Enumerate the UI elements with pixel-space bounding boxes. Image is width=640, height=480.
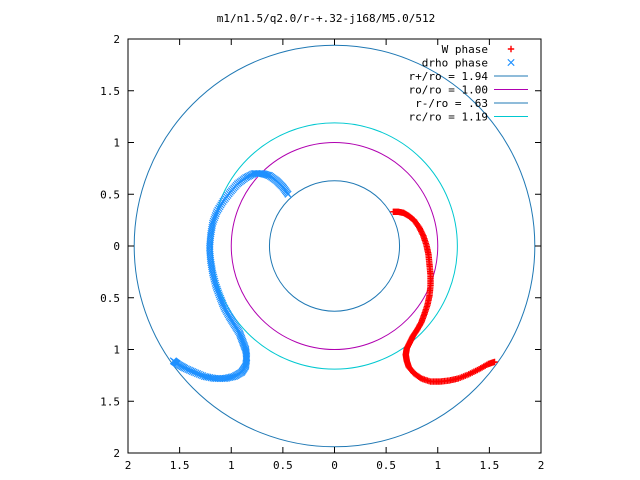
drho-phase-point (219, 374, 227, 383)
drho-phase-point (218, 374, 226, 383)
y-tick-label: 1.5 (100, 395, 120, 408)
circle-rr (268, 180, 401, 312)
x-tick-label: 0.5 (376, 459, 396, 472)
drho-phase-point (209, 269, 217, 277)
drho-phase-point (212, 281, 220, 289)
x-tick-label: 1 (228, 459, 235, 472)
x-tick-label: 1.5 (170, 459, 190, 472)
drho-phase-point (507, 58, 515, 67)
legend-label: r-/ro = .63 (415, 97, 488, 110)
x-tick-label: 0.5 (273, 459, 293, 472)
legend-label: ro/ro = 1.00 (409, 84, 488, 97)
drho-phase-point (216, 374, 224, 383)
drho-phase-series (169, 169, 292, 383)
drho-phase-point (210, 275, 218, 283)
phase-markers (169, 169, 498, 385)
chart-title: m1/n1.5/q2.0/r-+.32-j168/M5.0/512 (217, 12, 436, 25)
x-tick-label: 1.5 (479, 459, 499, 472)
legend-label: drho phase (422, 57, 488, 70)
legend-label: r+/ro = 1.94 (409, 70, 489, 83)
y-tick-label: 1 (113, 344, 120, 357)
drho-phase-point (212, 283, 221, 291)
x-tick-label: 0 (331, 459, 338, 472)
drho-phase-point (212, 210, 220, 218)
legend-label: rc/ro = 1.19 (409, 111, 488, 124)
y-tick-label: 2 (113, 447, 120, 460)
drho-phase-point (213, 285, 221, 293)
y-tick-label: 0.5 (100, 188, 120, 201)
drho-phase-point (169, 357, 178, 365)
y-tick-label: 1 (113, 137, 120, 150)
drho-phase-point (211, 212, 220, 220)
w-phase-series (390, 208, 498, 385)
drho-phase-point (214, 289, 223, 297)
w-phase-point (491, 358, 498, 366)
x-tick-label: 2 (538, 459, 545, 472)
x-tick-label: 1 (434, 459, 441, 472)
circle-rc (211, 122, 458, 370)
drho-phase-point (210, 273, 218, 281)
drho-phase-point (210, 215, 218, 224)
axis-ticks: 2 1.5 1 0.5 0 0.5 1 1.5 221.510.500.511.52 (100, 33, 544, 472)
drho-phase-point (211, 277, 219, 285)
drho-phase-point (213, 208, 221, 216)
drho-phase-point (211, 279, 219, 287)
drho-phase-point (211, 213, 219, 222)
x-tick-label: 2 (125, 459, 132, 472)
w-phase-point (507, 45, 515, 53)
circle-ro (230, 142, 439, 350)
drho-phase-point (214, 287, 222, 295)
drho-phase-point (209, 271, 217, 279)
circle-rr (133, 44, 536, 448)
y-tick-label: 0 (113, 240, 120, 253)
y-tick-label: 1.5 (100, 85, 120, 98)
drho-phase-point (251, 169, 259, 178)
y-tick-label: 2 (113, 33, 120, 46)
drho-phase-point (221, 374, 229, 383)
legend-label: W phase (442, 43, 488, 56)
y-tick-label: 0.5 (100, 292, 120, 305)
